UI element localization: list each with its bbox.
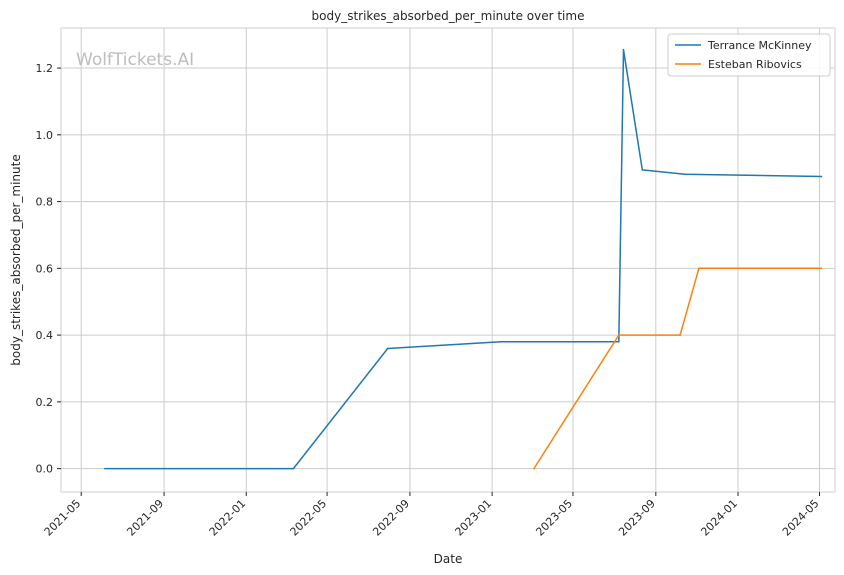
legend-box xyxy=(667,33,831,77)
y-tick-label: 1.2 xyxy=(36,62,54,75)
data-point-esteban-ribovics xyxy=(698,267,700,270)
data-point-terrance-mckinney xyxy=(500,340,502,343)
data-point-esteban-ribovics xyxy=(617,334,620,336)
data-point-terrance-mckinney xyxy=(292,467,295,470)
x-axis-label: Date xyxy=(434,552,463,566)
data-point-terrance-mckinney xyxy=(820,175,823,178)
y-tick-label: 0.4 xyxy=(36,329,54,342)
data-point-terrance-mckinney xyxy=(103,467,106,470)
data-point-esteban-ribovics xyxy=(679,334,681,336)
y-tick-label: 1.0 xyxy=(36,129,54,142)
legend: Terrance McKinney Esteban Ribovics xyxy=(667,33,831,77)
data-point-terrance-mckinney xyxy=(641,169,644,171)
y-axis-ticks: 0.0 0.2 0.4 0.6 0.8 1.0 1.2 xyxy=(36,62,61,476)
plot-area xyxy=(60,27,836,493)
series-layer xyxy=(103,48,823,470)
y-tick-label: 0.2 xyxy=(36,396,54,409)
data-point-terrance-mckinney xyxy=(386,347,389,350)
legend-label-terrance-mckinney: Terrance McKinney xyxy=(707,39,812,52)
watermark: WolfTickets.AI xyxy=(76,50,194,70)
legend-label-esteban-ribovics: Esteban Ribovics xyxy=(708,58,802,71)
data-point-esteban-ribovics xyxy=(820,267,823,270)
data-point-esteban-ribovics xyxy=(533,467,535,470)
data-point-terrance-mckinney xyxy=(617,340,620,343)
chart-title: body_strikes_absorbed_per_minute over ti… xyxy=(312,9,585,23)
y-axis-label: body_strikes_absorbed_per_minute xyxy=(9,154,23,365)
y-tick-label: 0.8 xyxy=(36,196,54,209)
data-point-terrance-mckinney xyxy=(683,173,686,176)
y-tick-label: 0.6 xyxy=(36,262,54,275)
data-point-terrance-mckinney xyxy=(622,48,625,51)
y-tick-label: 0.0 xyxy=(36,463,54,476)
